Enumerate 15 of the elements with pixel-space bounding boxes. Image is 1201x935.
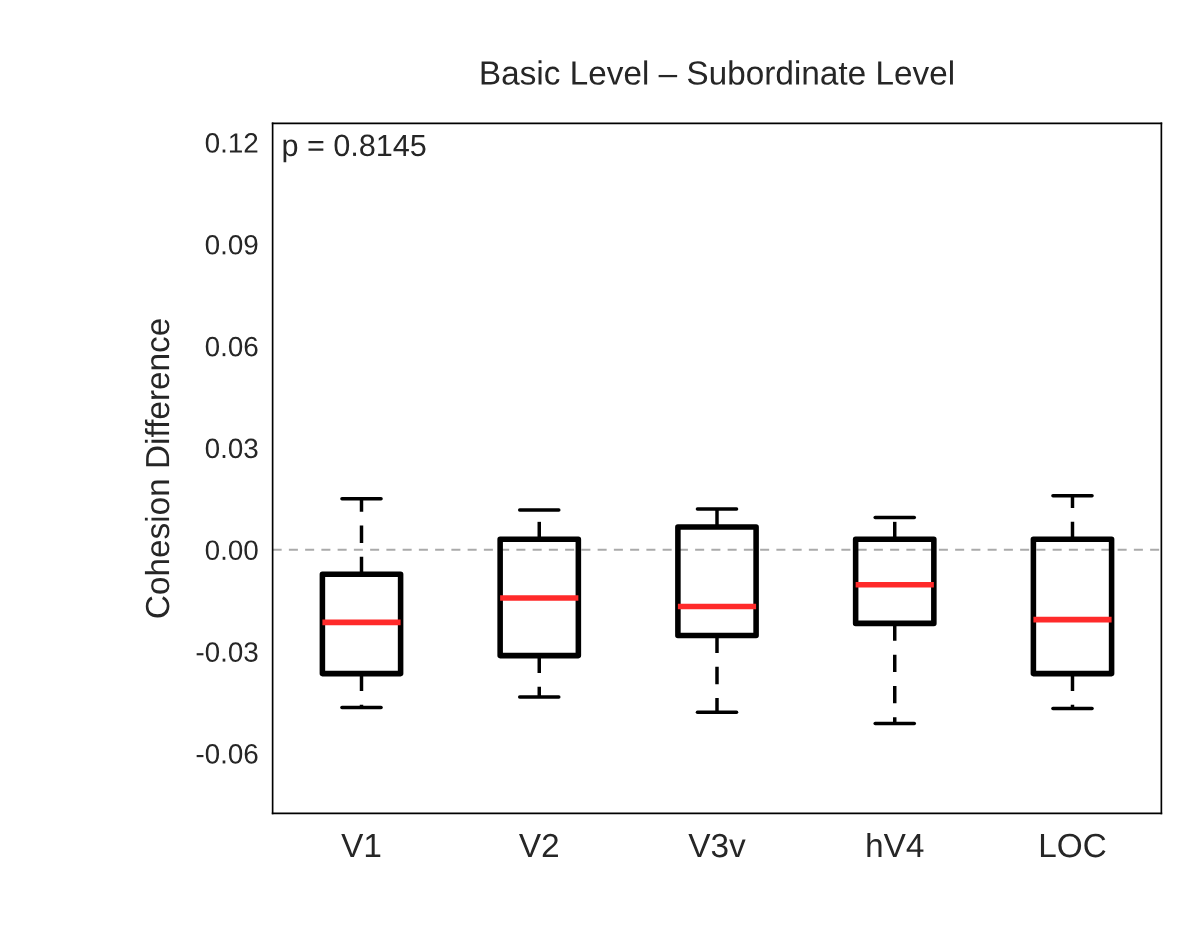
y-tick-label: 0.06 [205, 336, 258, 357]
annotation: p = 0.8145 [283, 134, 426, 163]
y-tick-label: 0.03 [205, 438, 258, 459]
y-tick-label: 0.12 [205, 133, 258, 153]
y-tick-label: -0.03 [196, 642, 258, 662]
x-tick-label: V1 [341, 834, 381, 858]
x-tick-label: LOC [1040, 833, 1106, 858]
chart-title: Basic Level – Subordinate Level [481, 60, 953, 85]
x-tick-label: hV4 [867, 832, 924, 858]
y-tick-label: -0.06 [196, 744, 258, 764]
x-tick-label: V3v [688, 833, 746, 858]
y-tick-label: 0.09 [205, 234, 258, 255]
y-axis-title: Cohesion Difference [144, 319, 170, 618]
x-tick-label: V2 [519, 833, 558, 858]
y-tick-label: 0.00 [205, 540, 258, 561]
